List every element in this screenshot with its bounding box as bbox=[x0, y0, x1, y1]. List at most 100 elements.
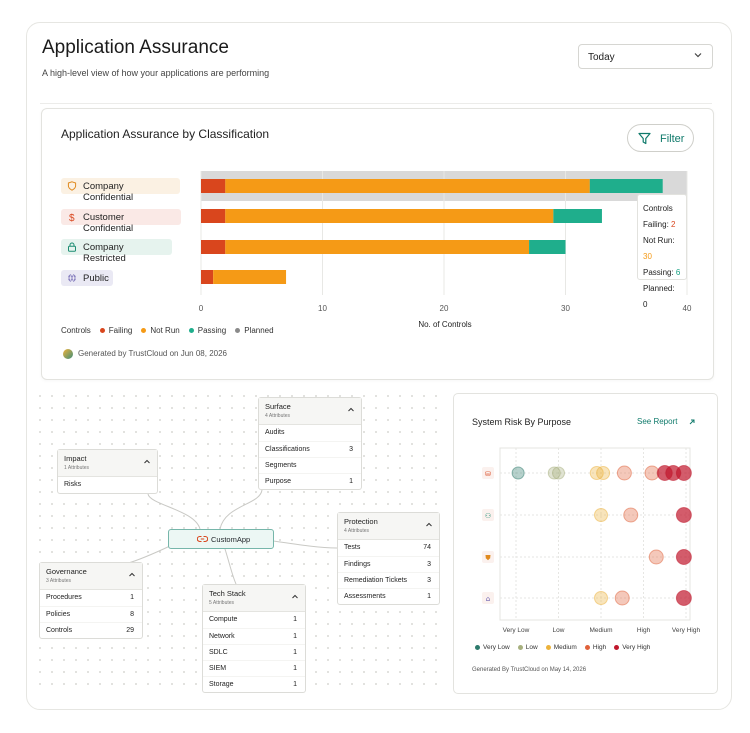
node-row[interactable]: Audits bbox=[265, 429, 285, 436]
chevron-up-icon[interactable] bbox=[348, 407, 354, 413]
trustcloud-logo-icon bbox=[63, 349, 73, 359]
system-risk-scatter: Very Low Low Medium High Very High ⛁ ⚇ ⛊ ⌂ bbox=[482, 447, 700, 634]
risk-generated-by: Generated By TrustCloud on May 14, 2026 bbox=[472, 667, 587, 673]
node-title: Surface bbox=[265, 402, 291, 411]
bar-segment bbox=[529, 240, 566, 254]
node-subtitle: 5 Attributes bbox=[209, 600, 235, 606]
risk-point bbox=[511, 466, 525, 480]
bar-segment bbox=[201, 179, 226, 193]
period-select[interactable]: Today bbox=[578, 44, 713, 69]
node-surface[interactable]: Surface 4 Attributes Audits Classificatio… bbox=[258, 397, 362, 490]
tooltip-notrun: Not Run: 30 bbox=[643, 236, 675, 261]
node-row[interactable]: SDLC 1 bbox=[203, 644, 305, 660]
node-row[interactable]: Classifications 3 bbox=[259, 441, 361, 457]
bar-tooltip: Controls Failing: 2 Not Run: 30 Passing:… bbox=[637, 194, 687, 309]
row-label-customer-confidential[interactable]: $ Customer Confidential bbox=[61, 209, 181, 234]
x-tick-label: 30 bbox=[561, 304, 570, 313]
chevron-up-icon[interactable] bbox=[292, 594, 298, 600]
x-axis-label: No. of Controls bbox=[418, 320, 471, 327]
risk-point bbox=[552, 466, 565, 480]
row-label-public[interactable]: Public bbox=[61, 270, 113, 286]
risk-legend-very-high[interactable]: Very High bbox=[614, 644, 650, 651]
risk-legend-high[interactable]: High bbox=[584, 644, 606, 651]
risk-legend: Very Low Low Medium High Very High bbox=[475, 644, 650, 651]
row-icon-bg bbox=[482, 551, 494, 563]
node-row[interactable]: Network 1 bbox=[203, 628, 305, 644]
node-row[interactable]: Policies 8 bbox=[40, 606, 142, 622]
center-node-label: CustomApp bbox=[211, 535, 251, 544]
node-tech-stack[interactable]: Tech Stack 5 Attributes Compute 1 Network 1… bbox=[202, 584, 306, 693]
risk-point bbox=[623, 507, 639, 523]
node-governance[interactable]: Governance 3 Attributes Procedures 1 Polic… bbox=[39, 562, 143, 639]
node-row[interactable]: Risks bbox=[64, 481, 82, 488]
tooltip-failing: Failing: 2 bbox=[643, 220, 676, 229]
plot-frame bbox=[499, 447, 691, 621]
node-row[interactable]: SIEM 1 bbox=[203, 660, 305, 676]
node-title: Governance bbox=[46, 567, 87, 576]
row-label-text: Customer Confidential bbox=[83, 212, 134, 234]
shield-icon bbox=[67, 181, 77, 191]
link-icon bbox=[197, 535, 208, 543]
node-row[interactable]: Findings 3 bbox=[338, 556, 439, 572]
custom-app-node[interactable]: CustomApp bbox=[168, 529, 274, 549]
row-label-company-confidential[interactable]: Company Confidential bbox=[61, 178, 180, 203]
risk-legend-low[interactable]: Low bbox=[517, 644, 538, 651]
tooltip-passing: Passing: 6 bbox=[643, 268, 681, 277]
node-row[interactable]: Procedures 1 bbox=[46, 594, 134, 601]
legend-item-planned[interactable]: Planned bbox=[235, 326, 274, 335]
x-tick-label: 20 bbox=[440, 304, 449, 313]
node-subtitle: 3 Attributes bbox=[46, 578, 72, 584]
risk-point bbox=[547, 466, 561, 480]
legend-title: Controls bbox=[61, 326, 91, 335]
row-icon-bg bbox=[482, 592, 494, 604]
see-report-link[interactable]: See Report bbox=[637, 417, 696, 426]
bar-segment bbox=[225, 240, 530, 254]
page-subtitle: A high-level view of how your applicatio… bbox=[42, 68, 270, 78]
node-title: Tech Stack bbox=[209, 589, 246, 598]
page-title: Application Assurance bbox=[42, 37, 229, 58]
bar-segment bbox=[225, 179, 590, 193]
controls-legend: Controls Failing Not Run Passing Planned bbox=[61, 326, 274, 335]
node-protection[interactable]: Protection 4 Attributes Tests 74 Findings 3… bbox=[337, 512, 440, 605]
row-label-text: Company Restricted bbox=[83, 242, 126, 264]
legend-item-passing[interactable]: Passing bbox=[188, 326, 226, 335]
risk-point bbox=[594, 508, 608, 522]
x-tick-label: Very Low bbox=[503, 627, 530, 634]
node-row[interactable]: Purpose 1 bbox=[259, 473, 361, 489]
filter-button[interactable]: Filter bbox=[627, 124, 694, 152]
generated-by: Generated by TrustCloud on Jun 08, 2026 bbox=[63, 349, 227, 359]
node-row[interactable]: Segments bbox=[259, 457, 361, 473]
tooltip-title: Controls bbox=[643, 204, 673, 213]
legend-item-failing[interactable]: Failing bbox=[99, 326, 132, 335]
system-risk-card bbox=[453, 393, 718, 694]
assurance-title: Application Assurance by Classification bbox=[61, 127, 270, 141]
row-label-company-restricted[interactable]: Company Restricted bbox=[61, 239, 172, 264]
node-row[interactable]: Compute 1 bbox=[209, 616, 297, 623]
node-row[interactable]: Assessments 1 bbox=[338, 588, 439, 604]
chevron-up-icon[interactable] bbox=[129, 572, 135, 578]
bar-segment bbox=[201, 270, 214, 284]
node-subtitle: 4 Attributes bbox=[344, 528, 370, 534]
risk-point bbox=[675, 549, 692, 565]
node-row[interactable]: Remediation Tickets 3 bbox=[338, 572, 439, 588]
x-tick-label: Low bbox=[553, 627, 565, 634]
chevron-up-icon[interactable] bbox=[144, 459, 150, 465]
node-row[interactable]: Controls 29 bbox=[40, 622, 142, 638]
risk-legend-medium[interactable]: Medium bbox=[545, 644, 577, 651]
lock-icon bbox=[68, 242, 76, 252]
row-icon-bg bbox=[482, 467, 494, 479]
node-title: Protection bbox=[344, 517, 378, 526]
legend-item-notrun[interactable]: Not Run bbox=[141, 326, 180, 335]
node-row[interactable]: Storage 1 bbox=[203, 676, 305, 692]
risk-point bbox=[675, 507, 692, 523]
risk-point bbox=[648, 549, 664, 565]
risk-legend-very-low[interactable]: Very Low bbox=[475, 644, 510, 651]
x-tick-label: 40 bbox=[683, 304, 692, 313]
assurance-card bbox=[41, 108, 714, 380]
bar-segment bbox=[225, 209, 554, 223]
node-impact[interactable]: Impact 1 Attributes Risks bbox=[57, 449, 158, 494]
node-row[interactable]: Tests 74 bbox=[344, 544, 431, 551]
node-subtitle: 4 Attributes bbox=[265, 413, 291, 419]
chevron-up-icon[interactable] bbox=[426, 522, 432, 528]
